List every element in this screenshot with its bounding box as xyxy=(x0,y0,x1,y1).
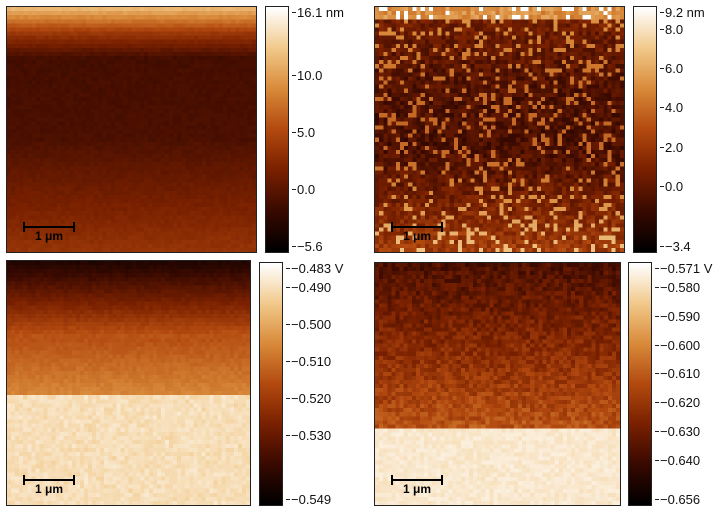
colorbar-tick-label: 10.0 xyxy=(291,67,323,83)
colorbar-tick-label: −0.620 xyxy=(654,395,701,411)
colorbar xyxy=(265,6,289,253)
scale-bar-label: 1 μm xyxy=(34,229,64,243)
afm-image-topography-2: 1 μm xyxy=(374,6,625,253)
colorbar-tick-label: −0.510 xyxy=(285,354,332,370)
colorbar-tick-label: −0.600 xyxy=(654,337,701,353)
scale-bar-label: 1 μm xyxy=(402,229,432,243)
colorbar-tick-label: −0.483 V xyxy=(285,261,344,276)
colorbar-tick-label: 0.0 xyxy=(291,181,316,197)
colorbar-tick-label: −0.656 xyxy=(654,492,701,507)
colorbar-tick-label: −0.520 xyxy=(285,391,332,407)
colorbar-tick-label: −0.610 xyxy=(654,366,701,382)
image-canvas xyxy=(375,7,624,252)
colorbar-tick-label: −0.530 xyxy=(285,428,332,444)
colorbar-tick-label: −0.580 xyxy=(654,280,701,296)
colorbar xyxy=(633,6,657,253)
scale-bar-label: 1 μm xyxy=(34,482,64,496)
colorbar-tick-label: 6.0 xyxy=(659,61,684,77)
colorbar-tick-label: 4.0 xyxy=(659,100,684,116)
colorbar-tick-label: −0.590 xyxy=(654,309,701,325)
image-canvas xyxy=(7,7,256,252)
colorbar-tick-label: −0.640 xyxy=(654,452,701,468)
afm-image-topography-1: 1 μm xyxy=(6,6,257,253)
colorbar-tick-label: 0.0 xyxy=(659,178,684,194)
image-canvas xyxy=(375,263,620,505)
colorbar-tick-label: −0.490 xyxy=(285,280,332,296)
colorbar-tick-label: 16.1 nm xyxy=(292,5,344,20)
colorbar-tick-label: −0.571 V xyxy=(654,261,713,276)
colorbar-tick-label: 5.0 xyxy=(291,124,316,140)
colorbar-tick-label: 8.0 xyxy=(659,22,684,38)
colorbar-ticks: 16.1 nm 10.0 5.0 0.0 −5.6 xyxy=(291,5,367,254)
kpfm-image-potential-1: 1 μm xyxy=(6,260,251,506)
scale-bar: 1 μm xyxy=(391,222,443,243)
colorbar xyxy=(259,262,283,506)
image-canvas xyxy=(7,261,250,505)
colorbar-ticks: −0.571 V −0.580 −0.590 −0.600 −0.610 −0.620 −0… xyxy=(654,261,723,507)
scale-bar: 1 μm xyxy=(23,222,75,243)
colorbar-tick-label: −3.4 xyxy=(660,239,691,254)
scale-bar: 1 μm xyxy=(23,475,75,496)
colorbar xyxy=(628,262,652,506)
scale-bar-label: 1 μm xyxy=(402,482,432,496)
colorbar-tick-label: 2.0 xyxy=(659,139,684,155)
colorbar-tick-label: −0.630 xyxy=(654,423,701,439)
colorbar-ticks: 9.2 nm 8.0 6.0 4.0 2.0 0.0 −3.4 xyxy=(659,5,723,254)
scale-bar: 1 μm xyxy=(391,475,443,496)
colorbar-tick-label: −5.6 xyxy=(292,239,323,254)
colorbar-tick-label: −0.549 xyxy=(285,492,332,507)
colorbar-tick-label: −0.500 xyxy=(285,317,332,333)
colorbar-tick-label: 9.2 nm xyxy=(660,5,705,20)
kpfm-image-potential-2: 1 μm xyxy=(374,262,621,506)
colorbar-ticks: −0.483 V −0.490 −0.500 −0.510 −0.520 −0.530 −0… xyxy=(285,261,367,507)
